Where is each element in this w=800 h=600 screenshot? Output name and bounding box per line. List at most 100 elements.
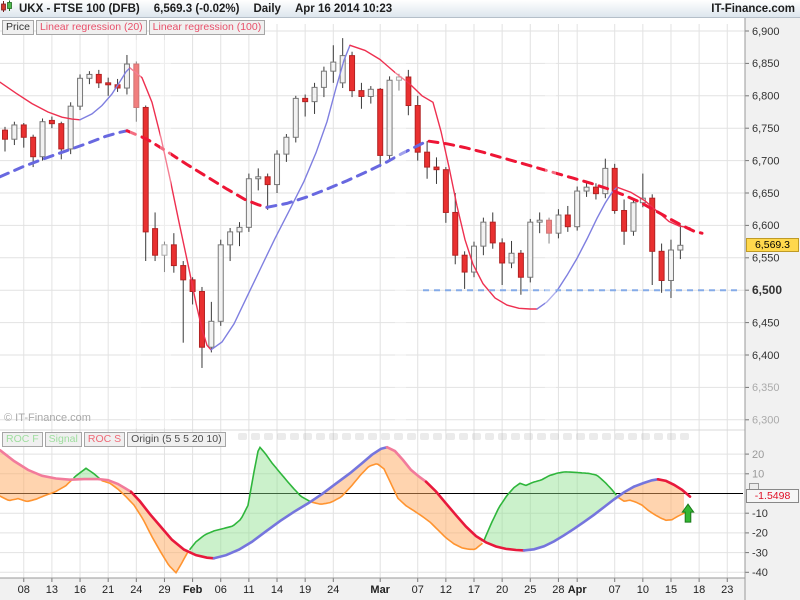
candle-body[interactable] bbox=[311, 86, 318, 103]
candle-body[interactable] bbox=[621, 209, 628, 232]
candle-body[interactable] bbox=[170, 244, 177, 267]
candle-body[interactable] bbox=[405, 76, 412, 107]
tab-linear-regression-20[interactable]: Linear regression (20) bbox=[35, 20, 147, 35]
candle-body[interactable] bbox=[95, 73, 102, 84]
candle-body[interactable] bbox=[480, 221, 487, 247]
candle-body[interactable] bbox=[442, 169, 449, 213]
candle-body[interactable] bbox=[574, 190, 581, 228]
candle-body[interactable] bbox=[39, 121, 46, 158]
candle-body[interactable] bbox=[452, 211, 459, 256]
tab-price[interactable]: Price bbox=[2, 20, 34, 35]
candle-body[interactable] bbox=[2, 129, 8, 140]
candle-body[interactable] bbox=[555, 214, 562, 234]
linear-regression-20- bbox=[0, 44, 691, 351]
price-tick-label: 6,600 bbox=[752, 220, 780, 232]
candle-body[interactable] bbox=[161, 244, 168, 256]
candle-body[interactable] bbox=[217, 244, 224, 322]
candle-body[interactable] bbox=[302, 97, 309, 103]
candle-body[interactable] bbox=[30, 136, 37, 158]
candle-body[interactable] bbox=[583, 186, 590, 192]
candle-body[interactable] bbox=[264, 176, 271, 186]
roc-fill bbox=[618, 479, 684, 521]
candle-body[interactable] bbox=[227, 231, 234, 246]
candle-body[interactable] bbox=[536, 219, 543, 223]
candle-body[interactable] bbox=[517, 252, 524, 278]
candle-body[interactable] bbox=[20, 124, 27, 138]
candle-body[interactable] bbox=[658, 250, 665, 281]
roc-fill bbox=[484, 471, 616, 551]
candle-body[interactable] bbox=[489, 221, 496, 244]
candle-body[interactable] bbox=[461, 254, 468, 273]
candle-body[interactable] bbox=[395, 76, 402, 81]
candle-body[interactable] bbox=[330, 61, 337, 72]
roc-slow-line bbox=[522, 477, 660, 552]
last-quote: 6,569.3 (-0.02%) bbox=[153, 2, 240, 15]
roc-fast-line bbox=[483, 471, 617, 542]
candle-body[interactable] bbox=[11, 124, 18, 140]
candle-body[interactable] bbox=[592, 186, 599, 195]
date-tick-label: 25 bbox=[524, 584, 536, 596]
candle-body[interactable] bbox=[386, 79, 393, 156]
candle-body[interactable] bbox=[677, 244, 684, 251]
candle-body[interactable] bbox=[180, 265, 187, 281]
roc-tick-label: -10 bbox=[752, 508, 768, 520]
candle-body[interactable] bbox=[152, 228, 159, 256]
date-tick-label: 06 bbox=[215, 584, 227, 596]
candle-body[interactable] bbox=[283, 136, 290, 155]
tab-roc-s[interactable]: ROC S bbox=[83, 432, 126, 447]
date-tick-label: 20 bbox=[496, 584, 508, 596]
candle-body[interactable] bbox=[274, 153, 281, 186]
candle-body[interactable] bbox=[649, 197, 656, 252]
candle-body[interactable] bbox=[77, 77, 84, 107]
candle-body[interactable] bbox=[236, 226, 243, 233]
price-tick-label: 6,750 bbox=[752, 123, 780, 135]
roc-panel bbox=[0, 445, 743, 574]
roc-fast-line bbox=[0, 478, 73, 503]
candle-body[interactable] bbox=[377, 88, 384, 156]
tab-signal[interactable]: Signal bbox=[44, 432, 82, 447]
candle-body[interactable] bbox=[508, 252, 515, 264]
candle-body[interactable] bbox=[667, 249, 674, 281]
roc-fast-line bbox=[617, 496, 685, 522]
candle-body[interactable] bbox=[433, 166, 440, 171]
candle-body[interactable] bbox=[208, 320, 215, 348]
candle-body[interactable] bbox=[67, 105, 74, 150]
price-tick-label: 6,300 bbox=[752, 415, 780, 427]
tab-origin[interactable]: Origin (5 5 5 20 10) bbox=[127, 432, 226, 447]
candle-body[interactable] bbox=[546, 219, 553, 234]
candle-body[interactable] bbox=[339, 55, 346, 84]
candle-body[interactable] bbox=[602, 167, 609, 195]
candle-body[interactable] bbox=[499, 242, 506, 264]
tab-roc-f[interactable]: ROC F bbox=[2, 432, 43, 447]
candle-body[interactable] bbox=[105, 82, 112, 86]
roc-slow-line bbox=[385, 445, 428, 484]
candle-body[interactable] bbox=[367, 88, 374, 97]
axis-borders bbox=[0, 18, 746, 600]
candle-body[interactable] bbox=[358, 90, 365, 97]
candle-body[interactable] bbox=[414, 105, 421, 153]
candle-body[interactable] bbox=[86, 73, 93, 79]
candle-body[interactable] bbox=[255, 176, 262, 180]
current-price-label: 6,569.3 bbox=[746, 238, 799, 252]
candle-body[interactable] bbox=[123, 63, 130, 89]
candle-body[interactable] bbox=[142, 106, 149, 233]
candle-body[interactable] bbox=[564, 214, 571, 228]
candle-body[interactable] bbox=[630, 202, 637, 232]
candle-body[interactable] bbox=[424, 151, 431, 168]
candle-body[interactable] bbox=[292, 97, 299, 138]
price-tick-label: 6,500 bbox=[752, 283, 782, 297]
candle-body[interactable] bbox=[58, 123, 65, 150]
tab-linear-regression-100[interactable]: Linear regression (100) bbox=[148, 20, 266, 35]
candle-body[interactable] bbox=[527, 221, 534, 278]
price-tick-label: 6,800 bbox=[752, 91, 780, 103]
timeframe-label[interactable]: Daily bbox=[253, 2, 281, 15]
roc-fast-line bbox=[189, 445, 311, 551]
candle-body[interactable] bbox=[349, 55, 356, 92]
roc-tick-label: -30 bbox=[752, 547, 768, 559]
candle-body[interactable] bbox=[320, 70, 327, 88]
candle-body[interactable] bbox=[48, 119, 55, 125]
candle-body[interactable] bbox=[133, 63, 140, 108]
axis-labels: 6,900 6,850 6,800 6,750 6,700 6,650 6,600 6,550… bbox=[18, 26, 783, 596]
